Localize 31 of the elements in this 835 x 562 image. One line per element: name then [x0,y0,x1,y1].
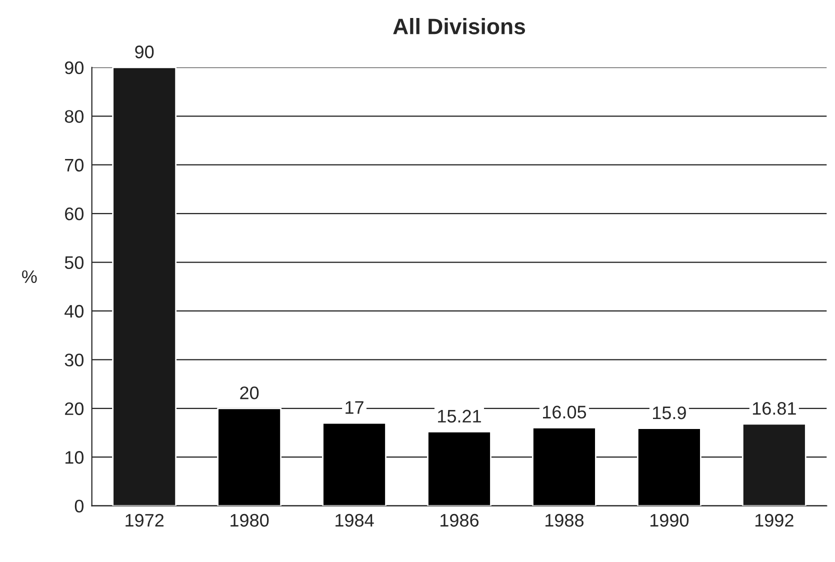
x-tick-label: 1984 [336,514,374,527]
y-tick-label: 40 [64,304,84,318]
y-tick-label: 90 [64,61,84,74]
y-tick-label: 80 [64,110,84,123]
x-tick-label: 1990 [650,514,689,527]
data-label: 16.05 [543,406,586,418]
data-label: 20 [240,386,259,400]
x-tick-label: 1992 [755,514,794,527]
data-label: 15.21 [438,410,481,423]
data-label: 17 [346,401,364,414]
x-tick-label: 1988 [546,514,584,527]
x-tick-label: 1980 [230,514,269,527]
y-tick-label: 50 [64,256,84,269]
y-tick-label: 20 [65,402,84,416]
y-tick-label: 60 [65,207,84,220]
chart-title: All Divisions [393,18,526,34]
y-axis-title: % [22,270,37,283]
y-tick-label: 10 [66,451,84,464]
y-tick-label: 70 [65,158,84,172]
x-tick-label: 1972 [126,514,164,527]
y-tick-label: 0 [74,500,84,513]
bar [217,408,282,506]
data-label: 16.81 [752,402,796,415]
x-tick-label: 1986 [440,514,479,527]
bar [637,428,702,506]
data-label: 15.9 [653,406,686,420]
bar [532,426,596,506]
data-label: 90 [135,46,154,58]
bar [322,422,386,506]
y-tick-label: 30 [64,354,84,366]
bar [427,431,492,506]
